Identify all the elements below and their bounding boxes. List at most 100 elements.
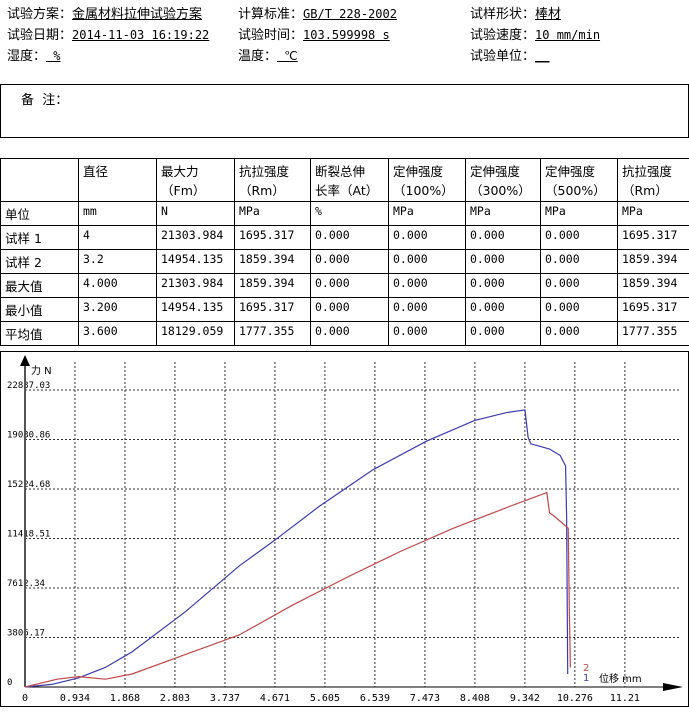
x-tick-label: 9.342 (510, 693, 540, 704)
table-cell: 0.000 (465, 321, 541, 346)
table-cell: 0.000 (388, 297, 466, 322)
table-row: 最小值 3.200 14954.135 1695.317 0.000 0.000 0.000… (0, 297, 689, 322)
field-humidity: 湿度： % (7, 45, 60, 64)
table-cell: 0.000 (310, 225, 389, 250)
column-header: 抗拉强度 （Rm） (234, 158, 311, 202)
x-tick-label: 5.605 (310, 693, 340, 704)
field-time: 试验时间：103.599998 s (238, 24, 390, 43)
y-tick-label: 0 (7, 678, 12, 688)
table-cell: 1777.355 (617, 321, 689, 346)
table-cell: mm (78, 201, 157, 226)
table-cell: 4.000 (78, 273, 157, 298)
field-date: 试验日期：2014-11-03 16:19:22 (7, 24, 209, 43)
table-cell: 0.000 (540, 273, 618, 298)
table-cell: 最大值 (0, 273, 79, 298)
series-label-2: 2 (583, 663, 589, 674)
label: 计算标准： (238, 7, 304, 22)
y-tick-label: 22837.03 (7, 381, 50, 391)
table-cell: 0.000 (388, 321, 466, 346)
column-header: 抗拉强度 （Rm） (617, 158, 689, 202)
table-cell: 试样 2 (0, 249, 79, 274)
x-tick-label: 0 (22, 693, 28, 704)
header-line: （100%） (393, 183, 454, 198)
table-cell: MPa (388, 201, 466, 226)
table-cell: 4 (78, 225, 157, 250)
x-tick-label: 10.276 (557, 693, 593, 704)
table-cell: 平均值 (0, 321, 79, 346)
table-header-row: 直径 最大力 （Fm） 抗拉强度 （Rm） 断裂总伸 长率（At） 定伸强度 （100%） 定伸强… (0, 158, 689, 202)
table-cell: 3.2 (78, 249, 157, 274)
header-line: 抗拉强度 (622, 164, 673, 179)
y-tick-label: 19030.86 (7, 431, 50, 441)
x-tick-label: 8.408 (460, 693, 490, 704)
header-line: 定伸强度 (470, 164, 521, 179)
table-cell: % (310, 201, 389, 226)
header-line: 定伸强度 (393, 164, 444, 179)
header-line: 直径 (83, 164, 109, 179)
table-row: 最大值 4.000 21303.984 1859.394 0.000 0.000 0.000… (0, 273, 689, 298)
table-cell: 0.000 (310, 273, 389, 298)
value: GB/T 228-2002 (303, 7, 397, 21)
table-cell: 0.000 (465, 297, 541, 322)
table-cell: MPa (540, 201, 618, 226)
table-cell: 1859.394 (234, 249, 311, 274)
table-cell: 0.000 (540, 249, 618, 274)
y-tick-label: 11418.51 (7, 530, 50, 540)
table-cell: 0.000 (465, 225, 541, 250)
value: 2014-11-03 16:19:22 (72, 28, 210, 42)
table-cell: 1777.355 (234, 321, 311, 346)
table-cell: 0.000 (540, 321, 618, 346)
value: 金属材料拉伸试验方案 (72, 7, 203, 22)
table-cell: 0.000 (540, 297, 618, 322)
column-header: 定伸强度 （300%） (465, 158, 541, 202)
field-shape: 试样形状：棒材 (470, 3, 561, 22)
y-axis-label: 力 N (31, 364, 52, 377)
header-line: （500%） (545, 183, 606, 198)
field-scheme: 试验方案：金属材料拉伸试验方案 (7, 3, 202, 22)
table-cell: 0.000 (465, 273, 541, 298)
field-temperature: 温度： ℃ (238, 45, 298, 64)
table-cell: 3.600 (78, 321, 157, 346)
value: % (46, 49, 61, 63)
remarks-box: 备 注： (0, 84, 689, 138)
x-axis-label: 位移 mm (599, 672, 642, 685)
table-row: 单位 mm N MPa% MPa MPa MPa MPa (0, 201, 689, 226)
series-line-1 (24, 409, 569, 688)
y-tick-label: 15224.68 (7, 480, 50, 490)
table-cell: 1695.317 (617, 225, 689, 250)
field-unit: 试验单位：__ (470, 45, 549, 64)
table-cell: 0.000 (310, 297, 389, 322)
table-cell: 1859.394 (234, 273, 311, 298)
label: 温度： (238, 49, 278, 64)
table-cell: 0.000 (388, 249, 466, 274)
table-cell: 18129.059 (156, 321, 235, 346)
header-line: 长率（At） (315, 183, 379, 198)
field-speed: 试验速度：10 mm/min (470, 24, 600, 43)
value: ℃ (277, 49, 298, 63)
label: 试验日期： (7, 28, 73, 43)
table-cell: 0.000 (388, 273, 466, 298)
x-tick-label: 7.473 (410, 693, 440, 704)
table-row: 试样 1 4 21303.984 1695.317 0.000 0.000 0.000 0.0… (0, 225, 689, 250)
value: 10 mm/min (535, 28, 601, 42)
header-line: （Rm） (239, 183, 285, 198)
table-cell: 3.200 (78, 297, 157, 322)
column-header: 最大力 （Fm） (156, 158, 235, 202)
table-cell: 14954.135 (156, 249, 235, 274)
header-line: 抗拉强度 (239, 164, 290, 179)
force-displacement-chart: 0 0.934 1.868 2.803 3.737 4.671 5.605 6.539 7.47… (0, 351, 689, 707)
column-header: 定伸强度 （500%） (540, 158, 618, 202)
label: 湿度： (7, 49, 47, 64)
chart-svg: 0 0.934 1.868 2.803 3.737 4.671 5.605 6.539 7.47… (7, 355, 683, 704)
label: 试样形状： (470, 7, 536, 22)
x-tick-label: 6.539 (360, 693, 390, 704)
column-header (0, 158, 79, 202)
x-tick-label: 11.21 (610, 693, 640, 704)
header-line: 最大力 (161, 164, 199, 179)
column-header: 定伸强度 （100%） (388, 158, 466, 202)
table-cell: 1859.394 (617, 249, 689, 274)
table-cell: MPa (465, 201, 541, 226)
label: 试验时间： (238, 28, 304, 43)
y-axis-arrow-icon (20, 355, 30, 366)
table-row: 试样 2 3.2 14954.135 1859.394 0.000 0.000 0.000 0… (0, 249, 689, 274)
